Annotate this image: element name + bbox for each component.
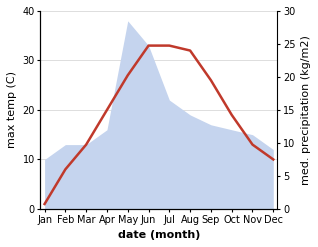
Y-axis label: max temp (C): max temp (C) (7, 71, 17, 148)
X-axis label: date (month): date (month) (118, 230, 200, 240)
Y-axis label: med. precipitation (kg/m2): med. precipitation (kg/m2) (301, 35, 311, 185)
